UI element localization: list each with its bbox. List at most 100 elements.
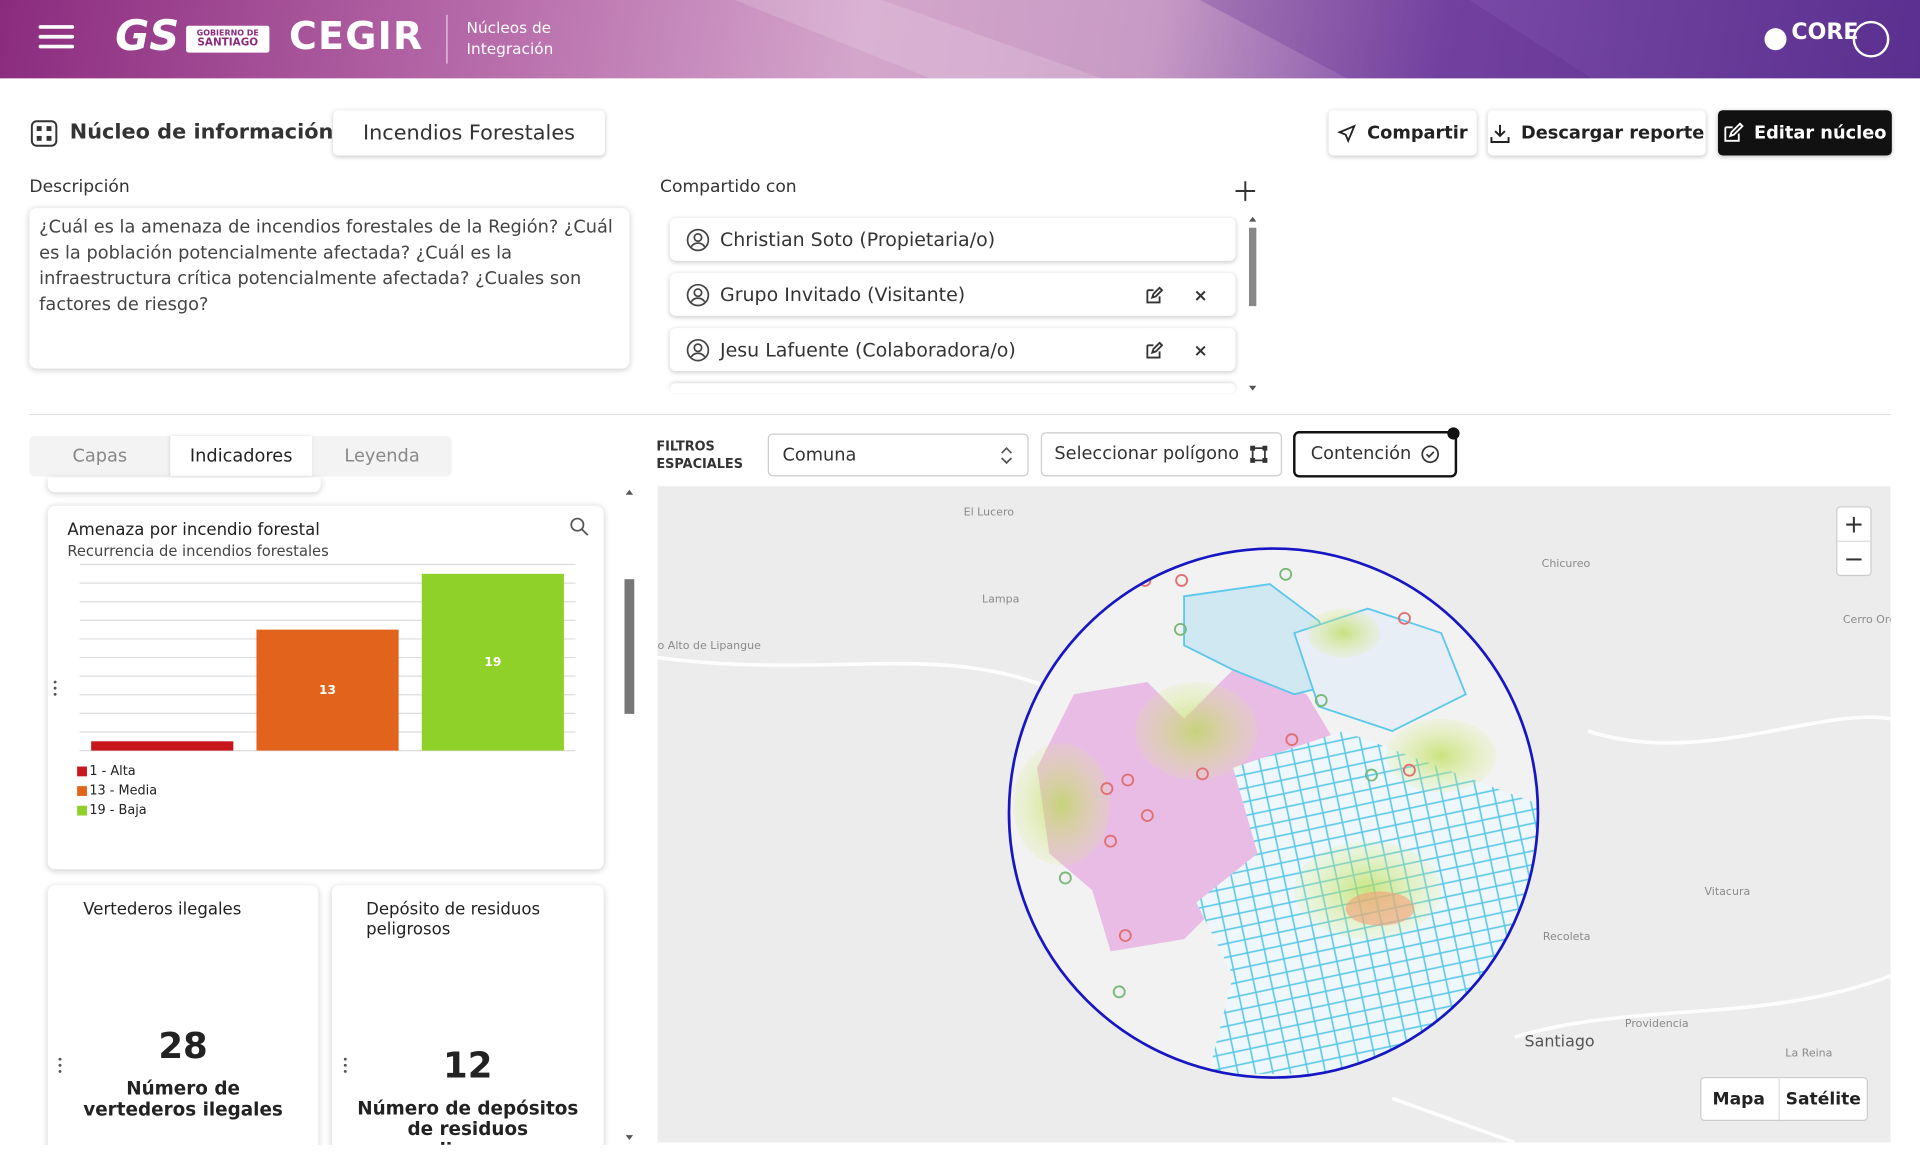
indicator-card: Amenaza por incendio forestal Recurrenci… <box>47 505 604 870</box>
button-label: Compartir <box>1367 123 1468 143</box>
share-item-partial <box>669 383 1236 394</box>
edit-button[interactable]: Editar núcleo <box>1717 110 1892 156</box>
map-label: o Alto de Lipangue <box>658 639 762 652</box>
icon <box>1490 124 1510 143</box>
map-label: Vitacura <box>1704 885 1750 898</box>
share-item: Grupo Invitado (Visitante) <box>669 273 1236 316</box>
logo-core: CORE <box>1791 19 1859 46</box>
add-user-button[interactable] <box>1234 180 1256 202</box>
map-label: Chicureo <box>1542 557 1591 570</box>
view-satellite[interactable]: Satélite <box>1786 1090 1861 1110</box>
search-button[interactable] <box>569 517 589 537</box>
logo-gobierno: GOBIERNO DE SANTIAGO <box>189 28 267 48</box>
kpi-card: Vertederos ilegales 28 Número de vertede… <box>47 885 319 1145</box>
app-name: Núcleos de Integración <box>467 17 554 59</box>
edit-user[interactable] <box>1146 285 1164 303</box>
button-label: Contención <box>1310 444 1412 465</box>
containment-button[interactable]: Contención <box>1293 431 1458 478</box>
description-text[interactable]: ¿Cuál es la amenaza de incendios foresta… <box>29 208 630 369</box>
logo-cegir: CEGIR <box>288 14 424 59</box>
share-item: Jesu Lafuente (Colaboradora/o) <box>669 328 1236 372</box>
legend-swatch <box>77 805 87 816</box>
zoom-in[interactable]: + <box>1844 510 1865 539</box>
icon <box>1724 122 1745 142</box>
shared-scrollbar[interactable] <box>1247 216 1259 394</box>
user-name: Grupo Invitado (Visitante) <box>720 283 966 306</box>
tab[interactable]: Leyenda <box>344 446 420 466</box>
map-label: La Reina <box>1785 1047 1832 1060</box>
card-menu[interactable] <box>56 1057 63 1074</box>
app-name-line: Integración <box>466 39 554 58</box>
divider <box>29 413 1891 416</box>
tab-active[interactable]: Indicadores <box>170 435 313 477</box>
view-toggle <box>1700 1076 1868 1122</box>
share-button[interactable]: Compartir <box>1328 110 1477 156</box>
data-label: 13 <box>319 683 336 697</box>
containment-circle <box>1007 547 1540 1079</box>
kpi-area: Vertederos ilegales 28 Número de vertede… <box>37 873 619 1145</box>
header: GS GOBIERNO DE SANTIAGO CEGIR Núcleos de I… <box>0 0 1920 79</box>
user-icon <box>686 283 710 306</box>
download-button[interactable]: Descargar reporte <box>1487 110 1706 156</box>
select-value: Comuna <box>782 445 857 465</box>
user-icon <box>686 228 710 251</box>
app-name-line: Núcleos de <box>466 18 552 37</box>
remove-user[interactable] <box>1194 341 1209 358</box>
active-dot <box>1447 427 1460 440</box>
data-label: 19 <box>484 655 501 669</box>
header-decor <box>38 0 1890 79</box>
panel-scrollbar[interactable] <box>623 487 635 1143</box>
kpi-card: Depósito de residuos peligrosos 12 Númer… <box>331 885 604 1145</box>
icon <box>1250 445 1268 463</box>
description-label: Descripción <box>29 177 130 198</box>
zoom-out[interactable]: − <box>1844 544 1865 573</box>
remove-user[interactable] <box>1194 286 1209 303</box>
legend-label: 1 - Alta <box>89 764 135 779</box>
bar <box>91 741 234 751</box>
card-menu[interactable] <box>51 680 58 697</box>
comuna-select[interactable]: Comuna <box>767 433 1029 477</box>
legend-label: 13 - Media <box>89 784 157 799</box>
user-icon <box>686 338 710 361</box>
filters-label-line: ESPACIALES <box>656 456 743 472</box>
roads <box>657 655 1891 1143</box>
logo-text: GOBIERNO DE <box>196 28 259 38</box>
kpi-label: Número de vertederos ilegales <box>83 1077 283 1121</box>
edit-user[interactable] <box>1146 341 1164 358</box>
nucleus-name: Incendios Forestales <box>333 110 605 156</box>
view-map[interactable]: Mapa <box>1713 1090 1765 1110</box>
logo-gs: GS <box>115 12 180 62</box>
containment-area <box>1010 549 1537 1077</box>
section-icon <box>30 120 58 147</box>
bar-chart: 13 19 1 - Alta 13 - Media 19 - Baja <box>77 563 576 818</box>
legend-swatch <box>77 786 87 796</box>
button-label: Seleccionar polígono <box>1054 444 1240 465</box>
user-name: Jesu Lafuente (Colaboradora/o) <box>720 338 1016 361</box>
card-partial <box>47 477 321 493</box>
share-item: Christian Soto (Propietaria/o) <box>669 217 1236 261</box>
filters-label: FILTROS ESPACIALES <box>656 438 743 472</box>
legend-label: 19 - Baja <box>89 803 146 818</box>
map-label: El Lucero <box>964 505 1015 518</box>
polygon-button[interactable]: Seleccionar polígono <box>1040 432 1283 477</box>
map[interactable]: El Lucero Lampa o Alto de Lipangue Chicureo… <box>657 486 1891 1143</box>
map-label: Recoleta <box>1543 930 1591 943</box>
map-label: Santiago <box>1524 1031 1594 1050</box>
kpi-value: 12 <box>443 1044 493 1087</box>
map-label: Providencia <box>1625 1017 1689 1030</box>
kpi-title: Depósito de residuos peligrosos <box>366 900 541 940</box>
menu-icon[interactable] <box>38 25 75 49</box>
card-menu[interactable] <box>342 1057 349 1074</box>
icon <box>1337 123 1357 143</box>
bar <box>421 573 564 751</box>
button-label: Descargar reporte <box>1521 123 1705 143</box>
kpi-title: Vertederos ilegales <box>83 900 242 920</box>
kpi-value: 28 <box>158 1024 208 1067</box>
tab[interactable]: Capas <box>72 446 128 466</box>
icon <box>1001 446 1013 465</box>
chart-subtitle: Recurrencia de incendios forestales <box>67 542 329 560</box>
user-name: Christian Soto (Propietaria/o) <box>720 228 996 251</box>
